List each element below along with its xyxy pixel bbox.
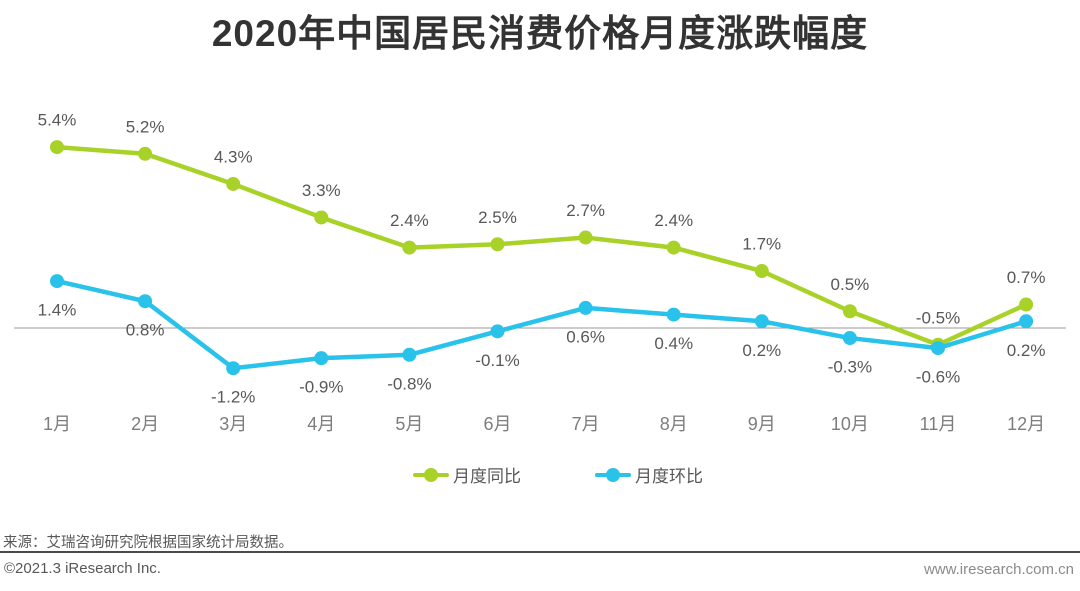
data-point bbox=[931, 337, 945, 352]
data-point bbox=[50, 274, 64, 289]
data-point bbox=[1019, 297, 1034, 312]
legend-marker-yoy-icon bbox=[413, 467, 449, 483]
data-label: 1.7% bbox=[742, 235, 781, 254]
series-line-0 bbox=[54, 144, 1029, 347]
month-label: 4月 bbox=[307, 414, 335, 434]
data-point bbox=[578, 300, 593, 315]
month-label: 11月 bbox=[920, 414, 957, 434]
month-label: 7月 bbox=[572, 414, 600, 434]
month-label: 12月 bbox=[1007, 414, 1045, 434]
data-label: -0.5% bbox=[916, 308, 960, 327]
legend: 月度同比 月度环比 bbox=[36, 462, 1080, 487]
data-point bbox=[138, 146, 153, 161]
data-point bbox=[490, 324, 505, 339]
month-label: 10月 bbox=[831, 414, 869, 434]
data-label: -0.3% bbox=[828, 358, 872, 377]
month-label: 2月 bbox=[131, 414, 159, 434]
data-point bbox=[226, 361, 241, 376]
data-label: 2.4% bbox=[390, 211, 429, 230]
month-label: 3月 bbox=[219, 414, 247, 434]
legend-item-yoy: 月度同比 bbox=[413, 462, 521, 487]
data-label: 0.4% bbox=[654, 334, 693, 353]
data-label: 0.6% bbox=[566, 327, 605, 346]
copyright-text: ©2021.3 iResearch Inc. bbox=[4, 560, 161, 577]
data-point bbox=[402, 347, 417, 362]
data-label: 0.7% bbox=[1007, 268, 1046, 287]
source-note: 来源：艾瑞咨询研究院根据国家统计局数据。 bbox=[3, 535, 293, 551]
data-point bbox=[402, 240, 417, 255]
data-label: -1.2% bbox=[211, 388, 255, 407]
data-label: 0.2% bbox=[1007, 341, 1046, 360]
data-label: 4.3% bbox=[214, 147, 253, 166]
data-label: -0.1% bbox=[475, 351, 519, 370]
data-point bbox=[666, 307, 681, 322]
legend-marker-mom-icon bbox=[595, 467, 631, 483]
data-point bbox=[50, 140, 64, 155]
data-label: 0.8% bbox=[126, 321, 165, 340]
footer-divider bbox=[0, 551, 1080, 553]
data-label: 3.3% bbox=[302, 181, 341, 200]
legend-item-mom: 月度环比 bbox=[595, 462, 703, 487]
data-point bbox=[931, 341, 945, 356]
data-point bbox=[314, 210, 329, 225]
data-point bbox=[578, 230, 593, 245]
data-point bbox=[842, 304, 857, 319]
month-label: 9月 bbox=[748, 414, 776, 434]
data-label: 5.2% bbox=[126, 117, 165, 136]
legend-label-mom: 月度环比 bbox=[635, 467, 703, 486]
data-point bbox=[226, 176, 241, 191]
month-label: 8月 bbox=[660, 414, 688, 434]
data-point bbox=[1019, 314, 1034, 329]
data-point bbox=[138, 294, 153, 309]
data-point bbox=[314, 351, 329, 366]
series-line-1 bbox=[54, 278, 1029, 371]
data-label: -0.6% bbox=[916, 368, 960, 387]
month-label: 6月 bbox=[483, 414, 511, 434]
data-point bbox=[842, 331, 857, 346]
data-label: -0.8% bbox=[387, 374, 431, 393]
data-label: 2.7% bbox=[566, 201, 605, 220]
month-label: 5月 bbox=[395, 414, 423, 434]
data-label: 5.4% bbox=[38, 111, 77, 130]
data-point bbox=[666, 240, 681, 255]
data-label: 1.4% bbox=[38, 301, 77, 320]
data-label: 0.2% bbox=[742, 341, 781, 360]
data-point bbox=[490, 237, 505, 252]
data-label: 2.4% bbox=[654, 211, 693, 230]
website-url: www.iresearch.com.cn bbox=[923, 561, 1074, 578]
data-point bbox=[754, 264, 769, 279]
chart-title: 2020年中国居民消费价格月度涨跌幅度 bbox=[211, 13, 869, 54]
data-point bbox=[754, 314, 769, 329]
legend-label-yoy: 月度同比 bbox=[453, 467, 521, 486]
data-label: -0.9% bbox=[299, 378, 343, 397]
data-label: 2.5% bbox=[478, 208, 517, 227]
data-label: 0.5% bbox=[831, 275, 870, 294]
month-label: 1月 bbox=[43, 414, 71, 434]
